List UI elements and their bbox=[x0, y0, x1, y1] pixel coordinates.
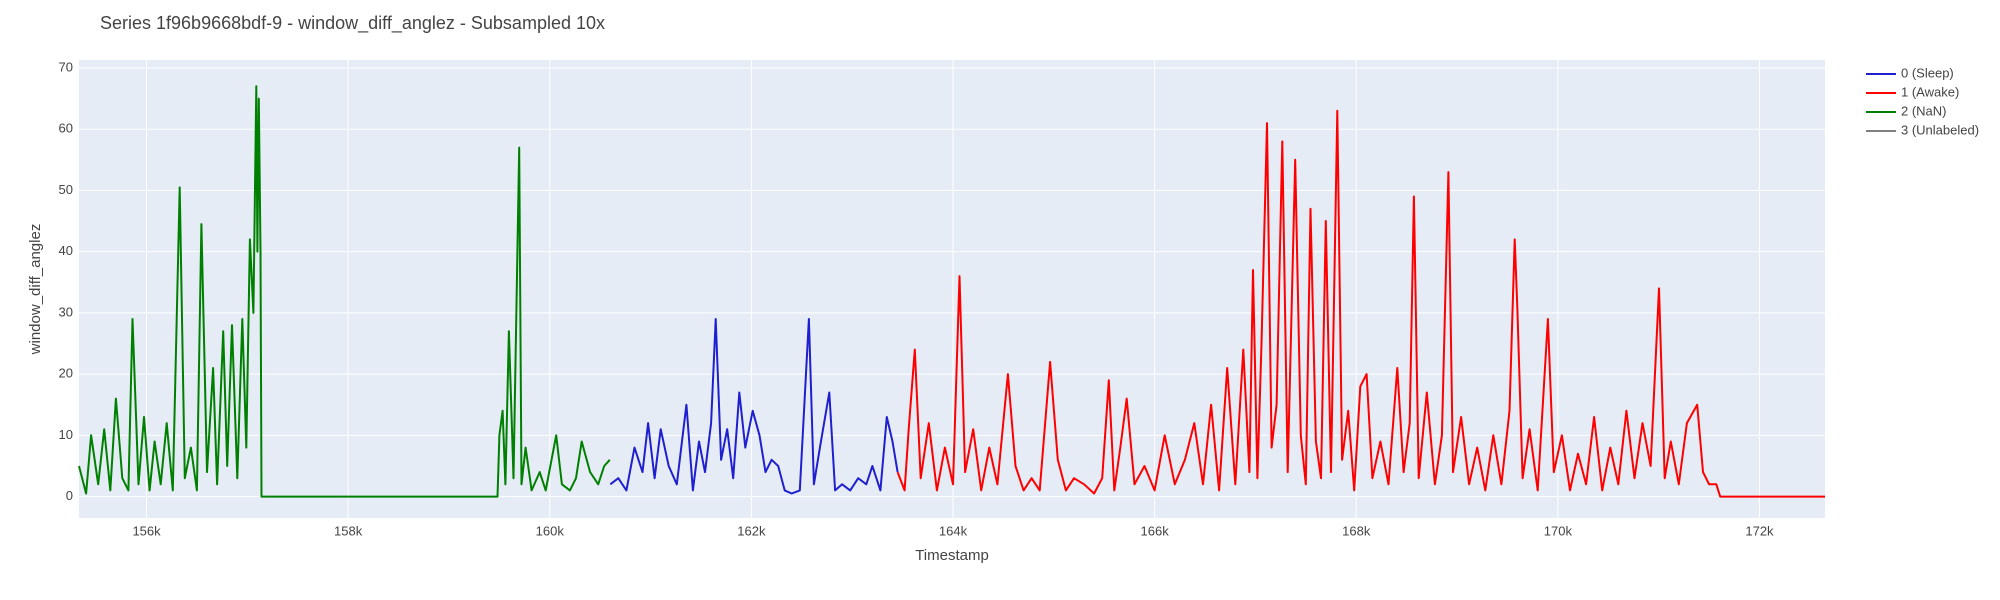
y-tick-label: 60 bbox=[59, 121, 73, 136]
legend: 0 (Sleep) 1 (Awake) 2 (NaN) 3 (Unlabeled) bbox=[1866, 65, 1979, 137]
x-tick-label: 156k bbox=[132, 523, 161, 538]
series-line bbox=[896, 109, 1825, 498]
x-axis-title: Timestamp bbox=[915, 547, 989, 564]
x-tick-label: 170k bbox=[1544, 523, 1573, 538]
y-tick-label: 10 bbox=[59, 427, 73, 442]
x-tick-label: 162k bbox=[737, 523, 766, 538]
y-tick-label: 40 bbox=[59, 243, 73, 258]
x-tick-label: 172k bbox=[1745, 523, 1774, 538]
legend-label: 3 (Unlabeled) bbox=[1901, 122, 1979, 137]
x-tick-label: 164k bbox=[939, 523, 968, 538]
x-tick-label: 166k bbox=[1141, 523, 1170, 538]
lines bbox=[78, 85, 1825, 498]
series-line bbox=[78, 85, 611, 498]
chart-title: Series 1f96b9668bdf-9 - window_diff_angl… bbox=[100, 13, 605, 34]
series-line bbox=[609, 318, 899, 495]
legend-label: 2 (NaN) bbox=[1901, 103, 1947, 118]
x-tick-label: 168k bbox=[1342, 523, 1371, 538]
y-tick-label: 20 bbox=[59, 366, 73, 381]
y-tick-label: 30 bbox=[59, 304, 73, 319]
legend-label: 1 (Awake) bbox=[1901, 84, 1959, 99]
grid bbox=[79, 60, 1825, 518]
y-tick-label: 50 bbox=[59, 182, 73, 197]
x-tick-label: 160k bbox=[536, 523, 565, 538]
y-tick-label: 0 bbox=[66, 488, 73, 503]
y-tick-label: 70 bbox=[59, 59, 73, 74]
x-tick-label: 158k bbox=[334, 523, 363, 538]
plot-area bbox=[79, 60, 1825, 518]
y-axis-title: window_diff_anglez bbox=[27, 224, 44, 356]
legend-label: 0 (Sleep) bbox=[1901, 65, 1954, 80]
